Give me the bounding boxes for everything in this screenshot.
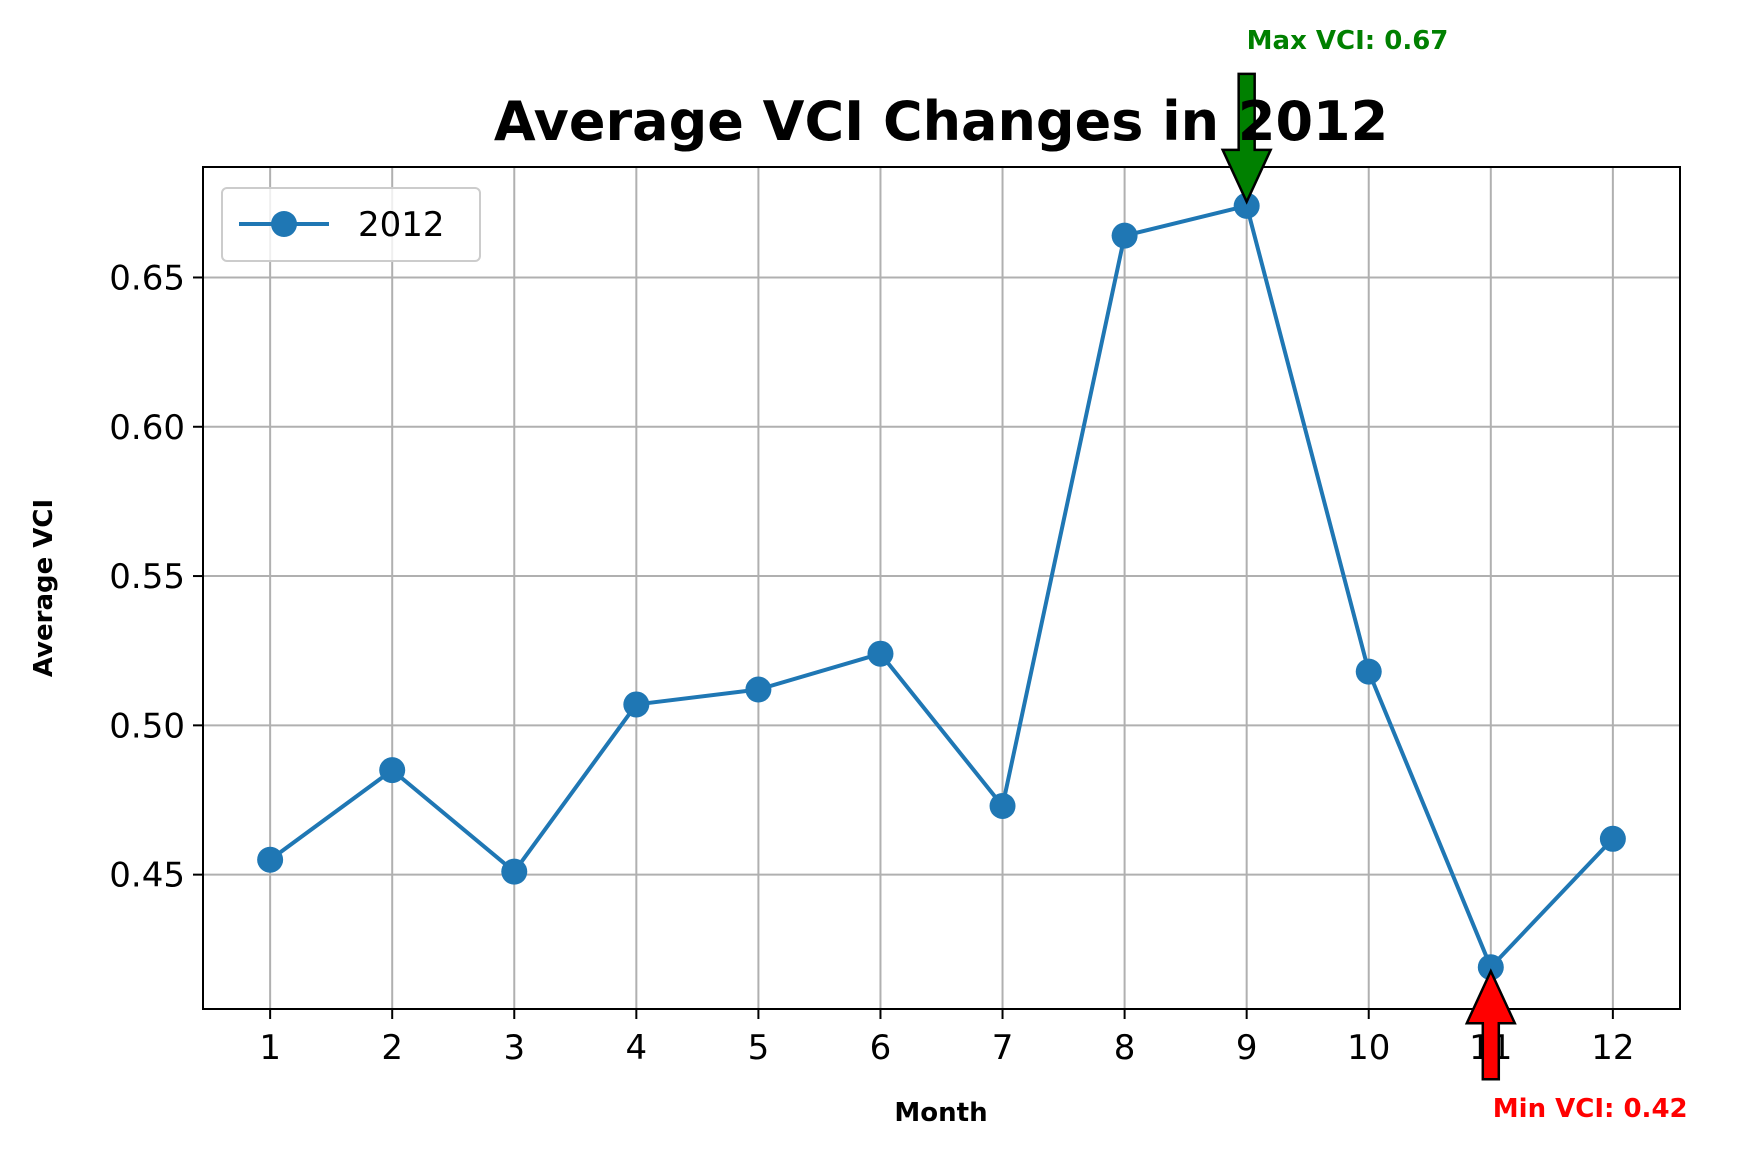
annotation-label: Max VCI: 0.67 (1247, 26, 1449, 56)
data-point (745, 676, 772, 703)
chart-title: Average VCI Changes in 2012 (494, 90, 1388, 153)
data-point (1233, 192, 1260, 219)
legend: 2012 (221, 187, 481, 262)
x-tick-label: 3 (503, 1028, 525, 1068)
x-tick-label: 9 (1236, 1028, 1258, 1068)
y-tick-label: 0.65 (109, 258, 185, 298)
data-point (1355, 658, 1382, 685)
x-tick-label: 12 (1591, 1028, 1634, 1068)
plot-area (203, 167, 1680, 1009)
y-tick-label: 0.60 (109, 408, 185, 448)
x-tick-label: 8 (1114, 1028, 1136, 1068)
data-point (501, 858, 528, 885)
legend-frame (221, 187, 481, 262)
series-line (268, 203, 1615, 970)
x-tick-label: 10 (1347, 1028, 1390, 1068)
x-tick-label: 7 (992, 1028, 1014, 1068)
data-point (379, 757, 406, 784)
data-point (257, 846, 284, 873)
x-tick-label: 2 (381, 1028, 403, 1068)
x-tick-label: 4 (626, 1028, 648, 1068)
y-tick-label: 0.45 (109, 856, 185, 896)
data-point (867, 640, 894, 667)
legend-marker (271, 211, 297, 237)
y-tick-label: 0.55 (109, 557, 185, 597)
series-2012 (257, 192, 1626, 981)
y-tick-label: 0.50 (109, 706, 185, 746)
data-point (1111, 222, 1138, 249)
annotation-label: Min VCI: 0.42 (1493, 1094, 1688, 1124)
annotation-arrow (1464, 968, 1517, 1081)
data-point (623, 691, 650, 718)
x-axis-label: Month (894, 1098, 987, 1128)
x-tick-label: 1 (259, 1028, 281, 1068)
grid (203, 167, 1680, 1009)
x-tick-label: 6 (870, 1028, 892, 1068)
plot-frame (202, 166, 1681, 1010)
legend-label: 2012 (358, 205, 445, 245)
data-point (1477, 954, 1504, 981)
y-axis-label: Average VCI (29, 499, 59, 677)
annotations: Max VCI: 0.67 Min VCI: 0.42 (1220, 26, 1688, 1124)
annotation-arrow (1220, 72, 1273, 205)
data-point (989, 792, 1016, 819)
x-tick-label: 5 (748, 1028, 770, 1068)
data-point (1599, 825, 1626, 852)
